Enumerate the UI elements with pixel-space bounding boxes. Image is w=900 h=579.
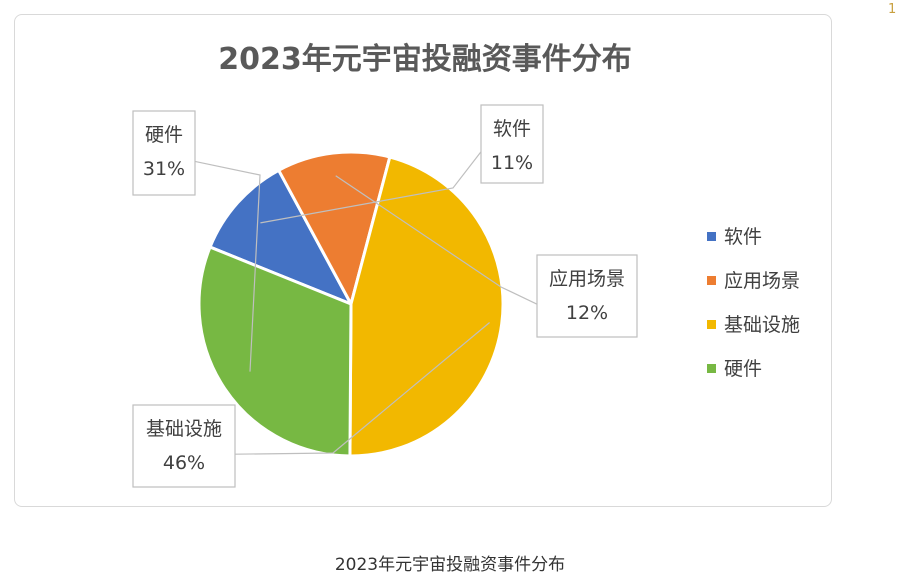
slice-2-label-box [536, 254, 638, 338]
legend-label-1: 软件 [724, 226, 762, 248]
legend-swatch-3 [707, 320, 716, 329]
legend-swatch-1 [707, 232, 716, 241]
pie-chart: 2023年元宇宙投融资事件分布 软件 11% 应用场景 12% 基础设施 46% 硬件 31%… [132, 42, 800, 488]
slice-4-leader-line [194, 160, 261, 372]
chart-title: 2023年元宇宙投融资事件分布 [218, 42, 632, 77]
legend-swatch-2 [707, 276, 716, 285]
slice-1-category-label: 软件 [493, 118, 531, 140]
legend-label-3: 基础设施 [724, 314, 800, 336]
slice-3-category-label: 基础设施 [146, 418, 222, 440]
slice-callouts: 软件 11% 应用场景 12% 基础设施 46% 硬件 31% [132, 104, 638, 488]
figure-caption: 2023年元宇宙投融资事件分布 [334, 555, 566, 575]
slice-2-category-label: 应用场景 [549, 268, 625, 290]
legend-swatch-4 [707, 364, 716, 373]
slice-4-percent-label: 31% [143, 158, 185, 180]
slice-1-label-box [480, 104, 544, 184]
chart-card: 2023年元宇宙投融资事件分布 软件 11% 应用场景 12% 基础设施 46% 硬件 31%… [14, 14, 832, 507]
slice-4-label-box [132, 110, 196, 196]
slice-1-leader-line [260, 151, 482, 224]
legend-label-2: 应用场景 [724, 270, 800, 292]
pie-slices [197, 150, 505, 458]
slice-1-percent-label: 11% [491, 152, 533, 174]
legend-label-4: 硬件 [724, 358, 762, 380]
slice-3-label-box [132, 404, 236, 488]
slice-4-wedge [197, 245, 353, 458]
slice-3-percent-label: 46% [163, 452, 205, 474]
corner-mark: 1 [888, 2, 897, 17]
slice-1-wedge [208, 168, 355, 307]
slice-3-wedge [348, 155, 505, 458]
slice-4-category-label: 硬件 [145, 124, 183, 146]
slice-2-percent-label: 12% [566, 302, 608, 324]
slice-2-leader-line [335, 175, 538, 305]
slice-3-leader-line [234, 322, 490, 455]
slice-2-wedge [276, 150, 392, 309]
